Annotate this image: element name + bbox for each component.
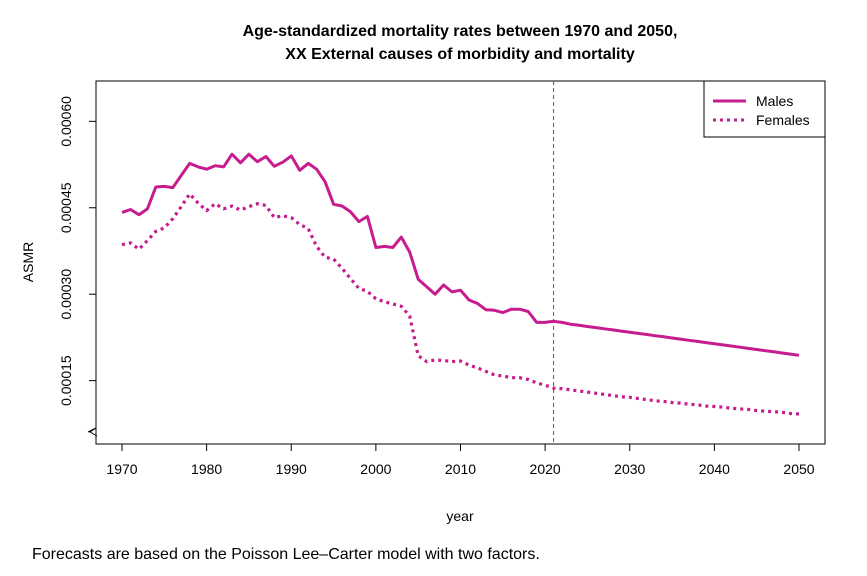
legend-label-males: Males <box>756 93 793 109</box>
y-axis: 0.00015 0.00030 0.00045 0.00060 <box>58 96 96 406</box>
legend-label-females: Females <box>756 112 810 128</box>
x-axis: 1970 1980 1990 2000 2010 2020 2030 2040 2050 <box>106 444 815 477</box>
chart-title: Age-standardized mortality rates between… <box>243 23 678 40</box>
x-axis-label: year <box>446 508 474 524</box>
series-layer <box>121 152 800 416</box>
series-line-females <box>121 192 800 416</box>
series-line-males <box>121 152 800 357</box>
y-tick-label: 0.00060 <box>58 96 74 147</box>
x-tick-label: 1980 <box>191 461 222 477</box>
chart-subtitle: XX External causes of morbidity and mort… <box>285 46 635 63</box>
x-tick-label: 1990 <box>276 461 307 477</box>
x-tick-label: 2010 <box>445 461 476 477</box>
legend: Males Females <box>703 80 826 138</box>
y-tick-label: 0.00015 <box>58 355 74 406</box>
axis-break-icon <box>87 427 98 437</box>
x-tick-label: 2040 <box>699 461 730 477</box>
y-axis-label: ASMR <box>20 242 36 282</box>
legend-box <box>703 80 826 138</box>
y-tick-label: 0.00045 <box>58 182 74 233</box>
x-tick-label: 2050 <box>783 461 814 477</box>
x-tick-label: 2030 <box>614 461 645 477</box>
x-tick-label: 2020 <box>530 461 561 477</box>
x-tick-label: 1970 <box>106 461 137 477</box>
footnote-caption: Forecasts are based on the Poisson Lee–C… <box>32 546 540 563</box>
y-tick-label: 0.00030 <box>58 269 74 320</box>
x-tick-label: 2000 <box>360 461 391 477</box>
